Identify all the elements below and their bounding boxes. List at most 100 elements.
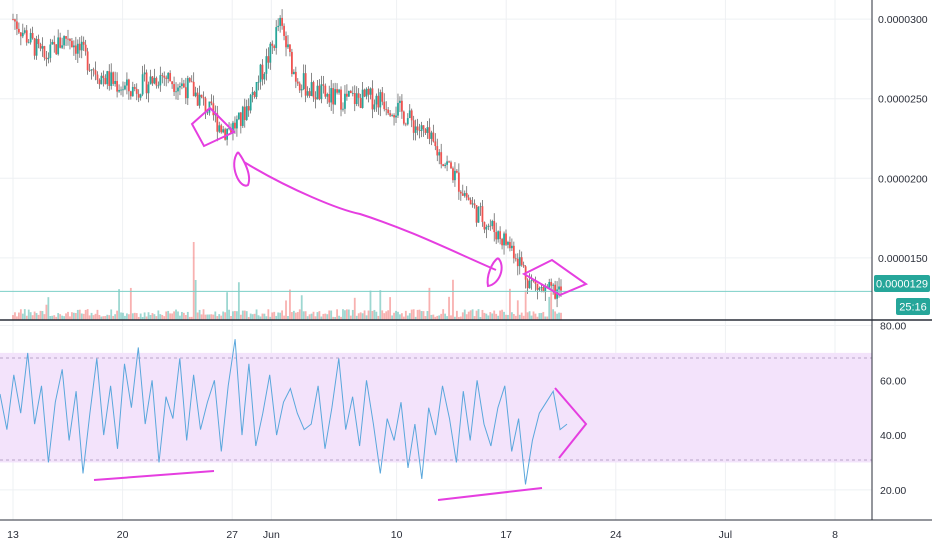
- volume-bar: [175, 309, 177, 320]
- candle-body: [157, 85, 160, 87]
- candle-body: [359, 97, 362, 108]
- candle-body: [450, 162, 452, 169]
- volume-bar: [27, 309, 30, 320]
- candle-body: [387, 109, 390, 114]
- candle-body: [318, 85, 321, 100]
- candle-body: [112, 72, 115, 84]
- volume-bar: [312, 311, 315, 320]
- candle-body: [416, 126, 419, 131]
- candle-body: [381, 92, 384, 102]
- volume-bar: [149, 315, 152, 320]
- candle-body: [80, 41, 83, 51]
- time-axis-label: 24: [610, 529, 622, 541]
- volume-bar: [342, 309, 344, 320]
- diamond-left: [190, 106, 236, 148]
- volume-bar: [452, 279, 454, 320]
- time-axis-label: Jul: [719, 529, 732, 541]
- volume-bar: [14, 312, 16, 320]
- candle-body: [41, 46, 44, 49]
- candle-body: [141, 74, 144, 95]
- time-axis-label: 8: [832, 529, 838, 541]
- candle-body: [163, 75, 166, 78]
- candle-body: [273, 45, 276, 49]
- volume-bar: [355, 315, 358, 320]
- candle-body: [110, 72, 113, 86]
- candle-body: [19, 32, 22, 37]
- candle-body: [552, 284, 555, 286]
- candle-body: [182, 83, 185, 88]
- candle-body: [505, 233, 507, 245]
- candle-body: [485, 226, 488, 230]
- volume-bar: [249, 313, 252, 320]
- candle-body: [432, 132, 435, 142]
- candle-body: [510, 245, 513, 249]
- volume-bar: [45, 304, 48, 320]
- volume-bar: [49, 315, 52, 320]
- volume-bar: [446, 316, 448, 320]
- volume-bar: [489, 312, 492, 320]
- volume-bar: [155, 316, 158, 320]
- candle-body: [171, 81, 173, 85]
- volume-bar: [401, 313, 403, 320]
- volume-bar: [236, 311, 238, 320]
- candle-body: [90, 69, 93, 71]
- candle-body: [35, 38, 38, 56]
- volume-bar: [214, 311, 217, 320]
- candle-body: [212, 103, 215, 116]
- candle-body: [479, 206, 482, 208]
- candle-body: [198, 94, 201, 106]
- volume-bar: [106, 314, 109, 320]
- volume-bar: [120, 312, 122, 320]
- candle-body: [340, 89, 342, 110]
- volume-bar: [397, 311, 399, 320]
- volume-bar: [487, 315, 490, 320]
- candle-body: [308, 91, 311, 97]
- volume-bar: [320, 316, 323, 320]
- candle-body: [404, 123, 407, 125]
- candle-body: [167, 73, 170, 79]
- candle-body: [369, 88, 372, 95]
- candle-body: [74, 45, 77, 54]
- candle-body: [487, 225, 490, 227]
- volume-bar: [538, 313, 541, 320]
- candle-body: [560, 286, 562, 291]
- candle-body: [499, 231, 502, 240]
- candle-body: [249, 95, 252, 111]
- candle-body: [17, 28, 20, 33]
- candle-body: [397, 102, 399, 116]
- volume-bar: [491, 313, 494, 320]
- candle-body: [57, 37, 60, 55]
- volume-bar: [228, 309, 230, 320]
- volume-bar: [516, 300, 519, 320]
- price-axis-label: 0.0000300: [878, 14, 928, 26]
- volume-bar: [416, 309, 419, 320]
- volume-bar: [267, 309, 270, 320]
- candle-body: [63, 36, 65, 46]
- candle-body: [332, 88, 335, 105]
- candle-body: [153, 77, 156, 84]
- price-axis-label: 0.0000150: [878, 253, 928, 265]
- candle-body: [328, 94, 331, 103]
- volume-bar: [444, 313, 447, 320]
- volume-bar: [216, 316, 219, 320]
- volume-bar: [344, 310, 346, 320]
- candle-body: [300, 89, 303, 91]
- candle-body: [481, 206, 484, 223]
- candle-body: [532, 280, 535, 282]
- candle-body: [330, 88, 333, 103]
- volume-bar: [177, 311, 179, 320]
- candle-body: [33, 38, 36, 56]
- volume-bar: [404, 310, 407, 320]
- volume-bar: [389, 297, 392, 320]
- candle-body: [422, 125, 425, 130]
- candle-body: [371, 88, 374, 110]
- candle-body: [385, 109, 388, 110]
- volume-bar: [143, 312, 146, 320]
- volume-bar: [512, 314, 515, 320]
- volume-bar: [71, 312, 73, 320]
- volume-bar: [88, 315, 91, 320]
- volume-bar: [422, 311, 425, 320]
- volume-bar: [349, 315, 352, 320]
- candle-body: [135, 88, 138, 94]
- volume-bar: [63, 316, 65, 320]
